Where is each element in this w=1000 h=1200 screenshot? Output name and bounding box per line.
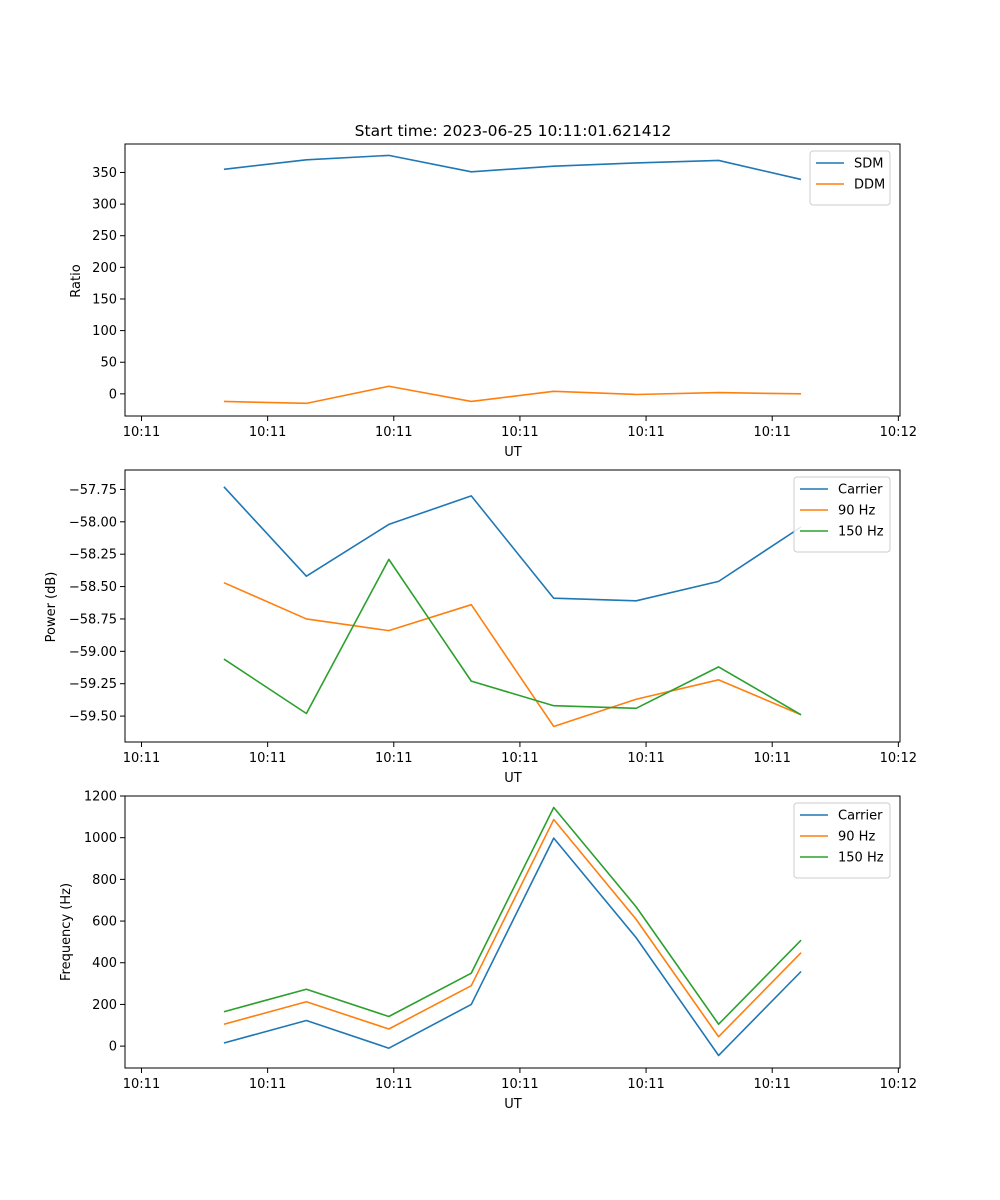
frequency-x-tick-label: 10:11 — [123, 1077, 160, 1092]
frequency-legend-label-2: 150 Hz — [838, 851, 884, 866]
ratio-y-tick-label: 150 — [92, 292, 117, 307]
power-panel: 10:11 10:11 10:11 10:11 10:11 10:11 10:12 −59.5… — [44, 469, 917, 786]
frequency-x-tick-label: 10:11 — [249, 1077, 286, 1092]
frequency-y-tick-label: 600 — [92, 915, 117, 930]
power-legend: Carrier 90 Hz 150 Hz — [793, 476, 891, 553]
frequency-x-tick-label: 10:11 — [627, 1077, 664, 1092]
frequency-axes-frame — [124, 795, 901, 1069]
power-y-tick-label: −58.25 — [69, 548, 117, 563]
power-x-tick-label: 10:11 — [753, 751, 790, 766]
frequency-legend-label-1: 90 Hz — [838, 830, 875, 845]
power-x-tick-label: 10:11 — [123, 751, 160, 766]
frequency-y-axis-label: Frequency (Hz) — [59, 883, 74, 981]
frequency-x-tick-label: 10:12 — [880, 1077, 917, 1092]
power-y-tick-label: −59.50 — [69, 710, 117, 725]
power-y-axis-label: Power (dB) — [44, 572, 59, 643]
ratio-x-tick-label: 10:11 — [627, 425, 664, 440]
power-x-tick-label: 10:11 — [501, 751, 538, 766]
frequency-y-tick-label: 1200 — [84, 790, 117, 805]
frequency-series-line-0 — [223, 837, 802, 1057]
ratio-legend-box — [809, 150, 891, 206]
frequency-y-tick-label: 200 — [92, 998, 117, 1013]
frequency-x-tick-label: 10:11 — [375, 1077, 412, 1092]
ratio-y-tick-label: 50 — [100, 356, 117, 371]
ratio-x-axis-label: UT — [504, 445, 522, 460]
ratio-legend-label-1: DDM — [854, 178, 885, 193]
ratio-y-tick-label: 200 — [92, 261, 117, 276]
ratio-legend: SDM DDM — [809, 150, 891, 206]
ratio-y-tick-label: 250 — [92, 229, 117, 244]
power-legend-label-1: 90 Hz — [838, 504, 875, 519]
power-y-tick-label: −58.75 — [69, 612, 117, 627]
frequency-legend-box — [793, 802, 891, 879]
frequency-series-line-2 — [223, 806, 802, 1026]
frequency-legend-label-0: Carrier — [838, 809, 883, 824]
ratio-x-tick-label: 10:11 — [123, 425, 160, 440]
ratio-axes-frame — [124, 143, 901, 417]
power-legend-label-2: 150 Hz — [838, 525, 884, 540]
ratio-y-tick-label: 300 — [92, 198, 117, 213]
power-series-line-1 — [223, 581, 802, 728]
power-y-tick-label: −59.00 — [69, 645, 117, 660]
power-legend-label-0: Carrier — [838, 483, 883, 498]
frequency-x-axis-label: UT — [504, 1097, 522, 1112]
frequency-series-line-1 — [223, 818, 802, 1038]
power-x-tick-label: 10:11 — [375, 751, 412, 766]
power-x-tick-label: 10:11 — [249, 751, 286, 766]
frequency-y-tick-label: 800 — [92, 873, 117, 888]
frequency-y-tick-label: 400 — [92, 956, 117, 971]
power-plot-area: 10:11 10:11 10:11 10:11 10:11 10:11 10:12 −59.5… — [69, 469, 917, 766]
ratio-y-tick-label: 350 — [92, 166, 117, 181]
power-series-line-2 — [223, 558, 802, 716]
ratio-plot-area: 10:11 10:11 10:11 10:11 10:11 10:11 10:12 0 50 10… — [92, 143, 917, 440]
ratio-x-tick-label: 10:11 — [375, 425, 412, 440]
ratio-x-tick-label: 10:11 — [753, 425, 790, 440]
power-axes-frame — [124, 469, 901, 743]
ratio-series-line-0 — [223, 154, 802, 181]
power-y-tick-label: −58.50 — [69, 580, 117, 595]
power-legend-box — [793, 476, 891, 553]
power-series-line-0 — [223, 486, 802, 602]
ratio-y-tick-label: 100 — [92, 324, 117, 339]
ratio-x-tick-label: 10:12 — [880, 425, 917, 440]
power-y-tick-label: −59.25 — [69, 677, 117, 692]
frequency-plot-area: 10:11 10:11 10:11 10:11 10:11 10:11 10:12 0 200 4… — [84, 790, 917, 1093]
frequency-panel: 10:11 10:11 10:11 10:11 10:11 10:11 10:12 0 200 4… — [59, 790, 917, 1113]
ratio-series-line-1 — [223, 385, 802, 405]
ratio-x-tick-label: 10:11 — [249, 425, 286, 440]
power-y-tick-label: −57.75 — [69, 483, 117, 498]
ratio-panel: Start time: 2023-06-25 10:11:01.621412 1… — [69, 122, 917, 460]
chart-title: Start time: 2023-06-25 10:11:01.621412 — [355, 122, 672, 140]
ratio-y-tick-label: 0 — [109, 387, 117, 402]
power-x-tick-label: 10:12 — [880, 751, 917, 766]
frequency-y-tick-label: 1000 — [84, 831, 117, 846]
power-x-axis-label: UT — [504, 771, 522, 786]
power-x-tick-label: 10:11 — [627, 751, 664, 766]
frequency-x-tick-label: 10:11 — [501, 1077, 538, 1092]
frequency-legend: Carrier 90 Hz 150 Hz — [793, 802, 891, 879]
power-y-tick-label: −58.00 — [69, 515, 117, 530]
frequency-x-tick-label: 10:11 — [753, 1077, 790, 1092]
frequency-y-tick-label: 0 — [109, 1040, 117, 1055]
ratio-legend-label-0: SDM — [854, 157, 883, 172]
ratio-y-axis-label: Ratio — [69, 264, 84, 297]
ratio-x-tick-label: 10:11 — [501, 425, 538, 440]
